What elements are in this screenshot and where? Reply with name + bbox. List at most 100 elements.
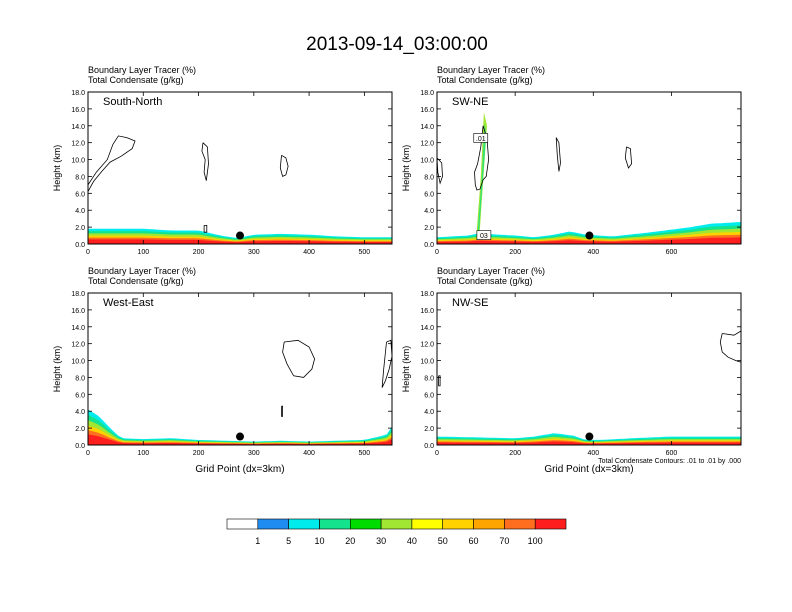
colorbar-swatch [288, 518, 320, 530]
y-axis-label: Height (km) [52, 145, 62, 192]
y-axis-label: Height (km) [401, 145, 411, 192]
plot-frame [436, 91, 742, 245]
y-tick-label: 18.0 [420, 90, 434, 97]
colorbar-label: 50 [438, 536, 448, 546]
panel-subtitle: Boundary Layer Tracer (%) [437, 65, 545, 75]
plot-area [437, 330, 741, 445]
plot-area [437, 112, 741, 244]
condensate-contour [555, 137, 561, 172]
condensate-contour [279, 154, 289, 177]
y-tick-label: 12.0 [420, 141, 434, 148]
panel-subtitle: Boundary Layer Tracer (%) [88, 65, 196, 75]
x-tick-label: 0 [86, 450, 90, 457]
condensate-contour [438, 375, 441, 387]
y-tick-label: 6.0 [424, 191, 434, 198]
panel-subtitle: Boundary Layer Tracer (%) [437, 266, 545, 276]
figure-title: 2013-09-14_03:00:00 [306, 34, 488, 55]
y-tick-label: 0.0 [424, 443, 434, 450]
y-tick-label: 10.0 [71, 158, 85, 165]
x-tick-label: 0 [435, 249, 439, 256]
x-tick-label: 0 [435, 450, 439, 457]
colorbar-label: 70 [499, 536, 509, 546]
y-tick-label: 6.0 [75, 392, 85, 399]
plot-area [88, 135, 392, 244]
x-tick-label: 400 [587, 249, 599, 256]
y-tick-label: 0.0 [75, 443, 85, 450]
panel-label: West-East [103, 297, 154, 309]
contour-label: 03 [480, 233, 488, 240]
colorbar-label: 5 [286, 536, 291, 546]
y-tick-label: 18.0 [71, 90, 85, 97]
condensate-contour [281, 405, 283, 417]
panel-label: NW-SE [452, 297, 488, 309]
y-tick-label: 12.0 [420, 342, 434, 349]
x-tick-label: 400 [303, 249, 315, 256]
plot-area [88, 339, 392, 445]
x-tick-label: 200 [193, 249, 205, 256]
colorbar-swatch [473, 518, 505, 530]
x-axis-label: Grid Point (dx=3km) [544, 464, 633, 475]
condensate-contour [381, 339, 392, 388]
condensate-contour [474, 125, 490, 191]
colorbar-swatch [319, 518, 351, 530]
contour-label: .01 [476, 136, 486, 143]
panel-nw-se: NW-SE Boundary Layer Tracer (%)Total Cond… [401, 266, 742, 475]
y-tick-label: 14.0 [71, 325, 85, 332]
y-tick-label: 10.0 [71, 359, 85, 366]
colorbar-label: 40 [407, 536, 417, 546]
colorbar-swatch [411, 518, 444, 530]
x-tick-label: 500 [359, 249, 371, 256]
x-tick-label: 200 [509, 450, 521, 457]
panel-subtitle: Total Condensate (g/kg) [437, 276, 533, 286]
panel-south-north: South-North Boundary Layer Tracer (%)Tota… [52, 65, 393, 256]
x-tick-label: 600 [666, 249, 678, 256]
condensate-contour [437, 157, 443, 185]
colorbar-swatch [504, 518, 536, 530]
colorbar-label: 20 [345, 536, 355, 546]
y-tick-label: 0.0 [75, 242, 85, 249]
tracer-band-5 [88, 434, 392, 445]
y-tick-label: 16.0 [71, 107, 85, 114]
x-tick-label: 0 [86, 249, 90, 256]
x-tick-label: 200 [509, 249, 521, 256]
panel-subtitle: Total Condensate (g/kg) [437, 75, 533, 85]
panel-sw-ne: .01 03 SW-NE Boundary Layer Tracer (%)Total… [401, 65, 742, 256]
tracer-band-5 [88, 239, 392, 244]
location-marker [236, 231, 244, 240]
x-tick-label: 600 [666, 450, 678, 457]
y-tick-label: 2.0 [75, 225, 85, 232]
colorbar-swatch [257, 518, 289, 530]
x-tick-label: 400 [303, 450, 315, 457]
panel-subtitle: Boundary Layer Tracer (%) [88, 266, 196, 276]
contour-label-box [476, 230, 492, 240]
condensate-contour [719, 330, 741, 363]
colorbar-swatch [349, 518, 382, 530]
tracer-plume-core [476, 122, 487, 241]
y-tick-label: 8.0 [424, 375, 434, 382]
condensate-contour [624, 146, 633, 169]
location-marker [236, 432, 244, 441]
y-tick-label: 6.0 [424, 392, 434, 399]
colorbar-swatch [534, 518, 567, 530]
y-tick-label: 16.0 [71, 308, 85, 315]
tracer-band-5 [437, 237, 741, 244]
y-tick-label: 18.0 [71, 291, 85, 298]
y-tick-label: 10.0 [420, 359, 434, 366]
colorbar-label: 10 [314, 536, 324, 546]
contour-label-box [473, 133, 489, 143]
location-marker [585, 231, 594, 240]
condensate-contour [203, 225, 208, 233]
colorbar-swatch [442, 518, 474, 530]
colorbar-label: 30 [376, 536, 386, 546]
y-tick-label: 16.0 [420, 107, 434, 114]
colorbar-swatch [226, 518, 259, 530]
x-tick-label: 300 [248, 249, 260, 256]
colorbar-label: 100 [528, 536, 543, 546]
location-marker [585, 432, 594, 441]
panel-label: South-North [103, 96, 162, 108]
y-tick-label: 18.0 [420, 291, 434, 298]
y-tick-label: 12.0 [71, 141, 85, 148]
condensate-contour [88, 135, 136, 192]
